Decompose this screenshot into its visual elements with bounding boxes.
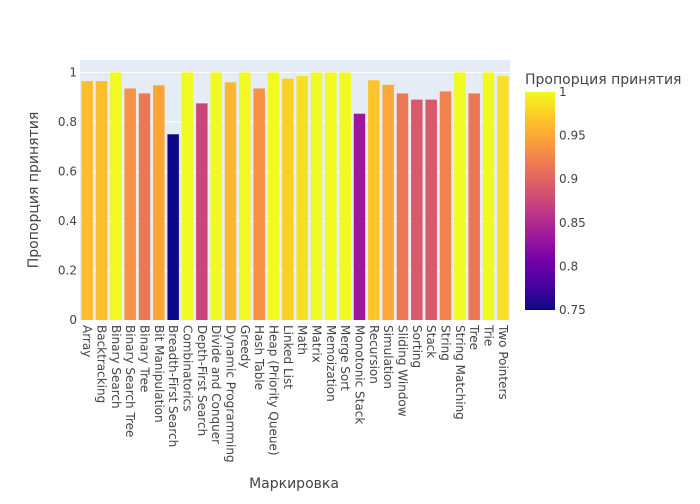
x-tick-label: Two Pointers bbox=[496, 324, 510, 400]
x-tick-label: Binary Search Tree bbox=[123, 325, 137, 437]
y-axis-title: Пропорция принятия bbox=[26, 112, 42, 268]
bar bbox=[482, 72, 495, 320]
x-tick-label: Heap (Priority Queue) bbox=[267, 325, 281, 456]
bar bbox=[239, 72, 251, 320]
bar bbox=[497, 76, 509, 320]
plot-background bbox=[80, 60, 510, 320]
y-tick-label: 0.4 bbox=[58, 214, 77, 228]
x-tick-label: Math bbox=[295, 325, 309, 355]
colorbar-tick-label: 0.8 bbox=[559, 259, 578, 273]
bar bbox=[396, 93, 409, 320]
y-tick-label: 0 bbox=[69, 313, 77, 327]
colorbar-tick-label: 1 bbox=[559, 85, 567, 99]
x-tick-label: Divide and Conquer bbox=[209, 325, 223, 444]
bar bbox=[224, 82, 237, 321]
x-tick-label: Combinatorics bbox=[181, 325, 195, 411]
bar bbox=[181, 72, 194, 320]
bar bbox=[138, 93, 151, 320]
bar bbox=[110, 72, 122, 320]
x-tick-label: Backtracking bbox=[95, 325, 109, 403]
bars bbox=[81, 72, 509, 321]
x-tick-label: Sliding Window bbox=[396, 325, 410, 417]
x-tick-labels: Array Backtracking Binary Search Binary Sea… bbox=[80, 324, 510, 463]
x-tick-label: Trie bbox=[482, 324, 496, 346]
bar bbox=[267, 72, 280, 320]
x-tick-label: Matrix bbox=[310, 325, 324, 363]
x-tick-label: Binary Tree bbox=[138, 325, 152, 392]
x-tick-label: Greedy bbox=[238, 325, 252, 368]
x-tick-label: Tree bbox=[467, 324, 481, 350]
bar bbox=[81, 81, 93, 320]
colorbar-tick-labels: 0.75 0.8 0.85 0.9 0.95 1 bbox=[559, 85, 586, 317]
bar bbox=[411, 99, 423, 320]
x-tick-label: Bit Manipulation bbox=[152, 325, 166, 423]
x-tick-label: String bbox=[439, 325, 453, 361]
bar bbox=[153, 85, 165, 320]
bar bbox=[253, 88, 265, 320]
colorbar-title: Пропорция принятия bbox=[525, 72, 681, 88]
bar bbox=[196, 103, 208, 320]
colorbar-tick-label: 0.85 bbox=[559, 216, 586, 230]
y-tick-label: 0.6 bbox=[58, 164, 77, 178]
y-tick-labels: 0 0.2 0.4 0.6 0.8 1 bbox=[58, 65, 77, 327]
x-tick-label: Recursion bbox=[367, 325, 381, 384]
bar bbox=[468, 93, 480, 320]
colorbar-tick-label: 0.9 bbox=[559, 172, 578, 186]
colorbar-tick-label: 0.95 bbox=[559, 129, 586, 143]
x-tick-label: Memoization bbox=[324, 325, 338, 402]
colorbar-tick-label: 0.75 bbox=[559, 303, 586, 317]
y-tick-label: 0.2 bbox=[58, 263, 77, 277]
bar bbox=[296, 76, 308, 320]
colorbar: Пропорция принятия 0.75 0.8 0.85 0.9 0.95 1 bbox=[525, 72, 681, 317]
y-tick-label: 0.8 bbox=[58, 115, 77, 129]
x-tick-label: Array bbox=[80, 325, 94, 357]
x-tick-label: Stack bbox=[424, 325, 438, 358]
bar bbox=[439, 91, 452, 320]
x-tick-label: Hash Table bbox=[252, 325, 266, 390]
bar bbox=[95, 81, 108, 320]
x-tick-label: Dynamic Programming bbox=[224, 325, 238, 463]
bar bbox=[382, 84, 394, 320]
bar bbox=[310, 72, 323, 320]
x-axis-title: Маркировка bbox=[249, 476, 339, 492]
bar bbox=[167, 134, 179, 320]
bar bbox=[282, 78, 294, 320]
x-tick-label: String Matching bbox=[453, 325, 467, 420]
colorbar-gradient bbox=[525, 92, 555, 310]
bar bbox=[425, 99, 437, 320]
bar bbox=[454, 72, 466, 320]
gridlines bbox=[80, 71, 510, 271]
bar bbox=[368, 80, 380, 320]
x-tick-label: Simulation bbox=[381, 325, 395, 389]
x-tick-label: Breadth-First Search bbox=[166, 325, 180, 447]
bar bbox=[325, 72, 337, 320]
bar bbox=[353, 113, 366, 320]
x-tick-label: Depth-First Search bbox=[195, 325, 209, 436]
x-tick-label: Monotonic Stack bbox=[353, 325, 367, 424]
x-tick-label: Linked List bbox=[281, 325, 295, 389]
bar bbox=[339, 72, 351, 320]
bar bbox=[124, 88, 136, 320]
bar bbox=[210, 72, 222, 320]
x-tick-label: Binary Search bbox=[109, 325, 123, 409]
x-tick-label: Merge Sort bbox=[338, 325, 352, 391]
x-tick-label: Sorting bbox=[410, 325, 424, 368]
y-tick-label: 1 bbox=[69, 65, 77, 79]
